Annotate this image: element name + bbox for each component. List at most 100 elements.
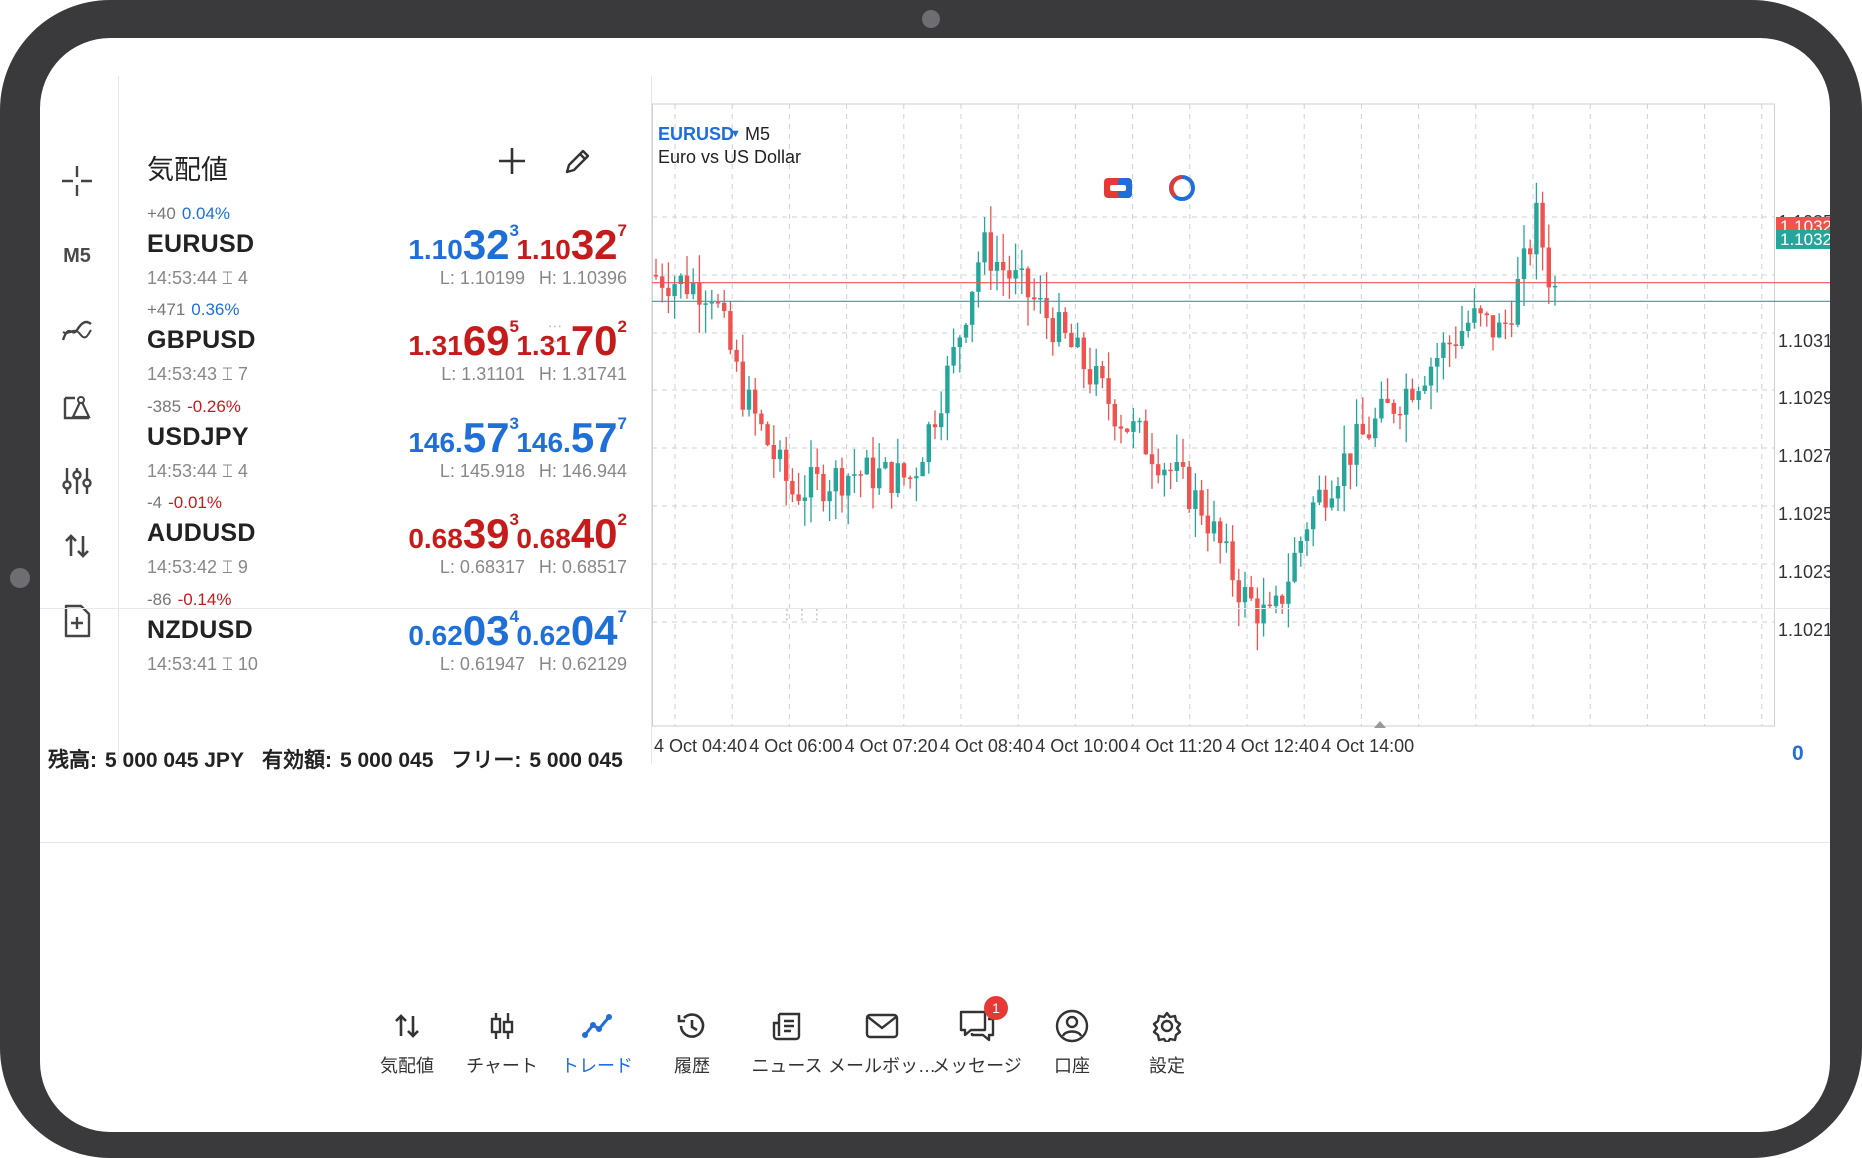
change-value: -385 -0.26% <box>147 397 241 417</box>
ask-price[interactable]: 1.31702 <box>516 318 627 362</box>
change-percent: -0.01% <box>168 493 222 512</box>
nav-account[interactable]: 口座 <box>1017 1004 1127 1078</box>
symbol-row[interactable]: -86 -0.14% NZDUSD 14:53:41 ⌶ 10 0.62034 0.620… <box>119 582 651 697</box>
spread-icon: ⌶ <box>222 364 233 384</box>
spread-value: 4 <box>237 268 248 288</box>
nav-chart[interactable]: チャート <box>447 1004 557 1078</box>
nav-divider <box>40 842 1830 843</box>
price-fraction: 3 <box>509 414 519 433</box>
plus-icon <box>499 148 525 174</box>
nav-trade[interactable]: トレード <box>542 1004 652 1078</box>
change-points: -385 <box>147 397 182 416</box>
price-prefix: 0.62 <box>516 620 571 651</box>
nav-mailbox[interactable]: メールボッ… <box>827 1004 937 1078</box>
chart-timeframe[interactable]: M5 <box>745 124 771 144</box>
time-axis-label: 4 Oct 08:40 <box>939 736 1033 756</box>
price-pips: 32 <box>462 221 510 268</box>
price-prefix: 146. <box>516 427 571 458</box>
change-points: +471 <box>147 300 186 319</box>
bid-price[interactable]: 146.573 <box>408 414 519 459</box>
quote-time: 14:53:43 ⌶ 7 <box>147 364 248 385</box>
change-percent: -0.14% <box>177 590 232 609</box>
add-symbol-button[interactable] <box>489 138 535 184</box>
price-fraction: 7 <box>617 607 627 626</box>
low-price: L: 0.68317 <box>439 557 525 577</box>
price-pips: 32 <box>570 221 618 268</box>
symbol-row[interactable]: +471 0.36% GBPUSD 14:53:43 ⌶ 7 1.31695 1.3170… <box>119 292 651 407</box>
nav-messages[interactable]: 1 メッセージ <box>922 996 1032 1078</box>
ask-price[interactable]: 0.68402 <box>516 510 627 557</box>
trade-arrows-icon[interactable] <box>52 521 102 571</box>
bid-price[interactable]: 1.10323 <box>408 221 519 268</box>
symbol-row[interactable]: +40 0.04% EURUSD 14:53:44 ⌶ 4 1.10323 1.10327… <box>119 196 651 311</box>
time-value: 14:53:43 <box>147 364 218 384</box>
nav-label: ニュース <box>751 1056 823 1076</box>
camera-dot <box>922 10 940 28</box>
trade-line-icon <box>582 1014 612 1038</box>
ask-price[interactable]: 0.62047 <box>516 607 627 652</box>
one-click-trading-icon[interactable] <box>1102 174 1134 202</box>
signal-ring-icon[interactable] <box>1166 174 1198 202</box>
equity-label: 有効額: <box>261 749 332 772</box>
price-prefix: 146. <box>408 427 463 458</box>
nav-label: メールボッ… <box>828 1056 936 1076</box>
new-order-icon[interactable] <box>52 596 102 646</box>
bid-price[interactable]: 0.68393 <box>408 510 519 555</box>
spread-icon: ⌶ <box>222 461 233 481</box>
change-value: +40 0.04% <box>147 204 230 224</box>
price-pips: 40 <box>570 510 618 557</box>
ask-price[interactable]: 146.577 <box>516 414 627 461</box>
price-chart[interactable]: EURUSD ▼ M5 Euro vs US Dollar 1.103501.1… <box>652 76 1830 766</box>
objects-icon[interactable] <box>52 381 102 431</box>
change-value: +471 0.36% <box>147 300 240 320</box>
chart-resize-handle[interactable]: ⋮⋮⋮ <box>780 606 825 622</box>
nav-label: 設定 <box>1149 1056 1185 1076</box>
bid-price[interactable]: 0.62034 <box>408 608 519 652</box>
price-prefix: 0.68 <box>516 523 571 554</box>
symbol-row[interactable]: -4 -0.01% AUDUSD 14:53:42 ⌶ 9 0.68393 0.68402… <box>119 485 651 600</box>
ask-price[interactable]: 1.10327 <box>516 221 627 268</box>
nav-settings[interactable]: 設定 <box>1112 1004 1222 1078</box>
bid-price[interactable]: 1.31695 <box>408 318 519 362</box>
price-prefix: 1.10 <box>516 234 571 265</box>
quote-time: 14:53:41 ⌶ 10 <box>147 654 258 675</box>
timeframe-button[interactable]: M5 <box>63 244 91 267</box>
price-prefix: 1.31 <box>408 330 463 361</box>
high-price: H: 1.10396 <box>538 268 627 288</box>
price-axis-label: 1.10250 <box>1778 504 1830 524</box>
quotes-arrows-icon <box>395 1014 419 1038</box>
price-axis-label: 1.10290 <box>1778 388 1830 408</box>
chart-canvas[interactable] <box>652 76 1830 766</box>
change-points: -4 <box>147 493 163 512</box>
symbol-name: GBPUSD <box>147 326 256 354</box>
crosshair-icon[interactable] <box>52 156 102 206</box>
panel-resize-handle[interactable]: ⋮⋮ <box>547 319 564 350</box>
time-axis-label: 4 Oct 06:00 <box>749 736 843 756</box>
nav-quotes[interactable]: 気配値 <box>352 1004 462 1078</box>
spread-value: 4 <box>237 461 248 481</box>
messages-badge: 1 <box>984 996 1008 1020</box>
symbol-name: EURUSD <box>147 230 255 258</box>
nav-history[interactable]: 履歴 <box>637 1004 747 1078</box>
free-margin-value: 5 000 045 <box>529 749 623 772</box>
symbol-row[interactable]: -385 -0.26% USDJPY 14:53:44 ⌶ 4 146.573 146.5… <box>119 389 651 504</box>
settings-sliders-icon[interactable] <box>52 456 102 506</box>
time-value: 14:53:42 <box>147 557 218 577</box>
symbol-dropdown-icon[interactable]: ▼ <box>730 128 741 140</box>
balance-value: 5 000 045 JPY <box>105 749 244 772</box>
chart-symbol[interactable]: EURUSD <box>658 124 735 144</box>
account-icon <box>1055 1009 1089 1043</box>
price-fraction: 7 <box>617 414 627 433</box>
nav-label: 口座 <box>1054 1056 1090 1076</box>
bottom-navigation: 気配値 チャート トレード 履歴 ニュース メールボッ… <box>40 996 1830 1104</box>
quote-time: 14:53:44 ⌶ 4 <box>147 461 248 482</box>
indicators-icon[interactable] <box>52 306 102 356</box>
price-prefix: 1.10 <box>408 234 463 265</box>
price-fraction: 3 <box>509 510 519 529</box>
market-watch-panel: 気配値 +40 0.04% EURUSD 14:53:44 ⌶ 4 1.10323 1.1… <box>118 76 652 764</box>
change-percent: -0.26% <box>187 397 241 416</box>
price-pips: 57 <box>570 414 618 461</box>
nav-news[interactable]: ニュース <box>732 1004 842 1078</box>
edit-list-button[interactable] <box>555 138 601 184</box>
time-axis-label: 4 Oct 10:00 <box>1035 736 1129 756</box>
